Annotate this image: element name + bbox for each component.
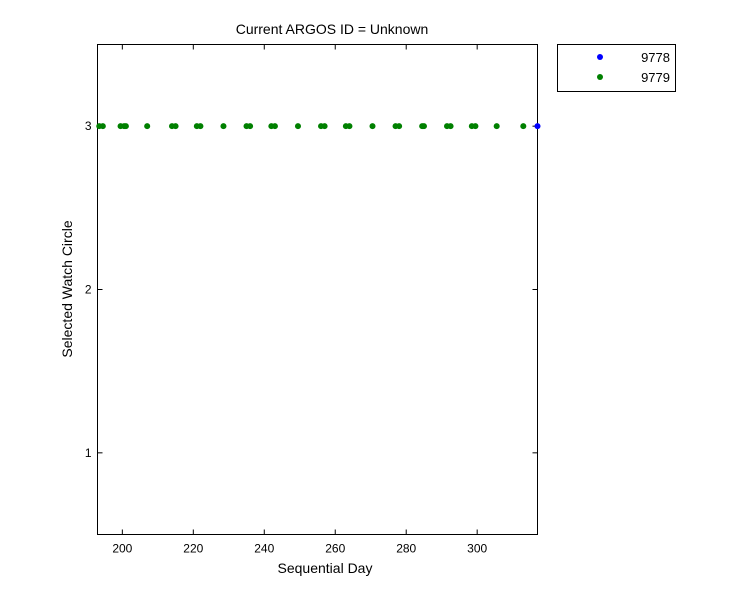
point-9779-4: [122, 123, 129, 130]
point-9779-15: [294, 123, 301, 130]
plot-area: [97, 44, 538, 535]
legend-marker-9779: [597, 74, 603, 80]
point-9779-30: [520, 123, 527, 130]
legend-label-9778: 9778: [641, 50, 670, 65]
point-9779-17: [321, 123, 328, 130]
point-9779-10: [220, 123, 227, 130]
point-9779-12: [247, 123, 254, 130]
x-axis-label: Sequential Day: [278, 560, 373, 576]
x-tick-label-200: 200: [112, 542, 132, 556]
legend-label-9779: 9779: [641, 70, 670, 85]
legend-box: [557, 44, 676, 92]
x-tick-label-220: 220: [183, 542, 203, 556]
point-9778-0: [534, 123, 541, 130]
point-9779-29: [493, 123, 500, 130]
point-9779-14: [271, 123, 278, 130]
legend-marker-9778: [597, 54, 603, 60]
point-9779-5: [144, 123, 151, 130]
point-9779-19: [346, 123, 353, 130]
y-tick-label-2: 2: [85, 283, 92, 297]
point-9779-28: [472, 123, 479, 130]
point-9779-22: [396, 123, 403, 130]
x-tick-label-240: 240: [254, 542, 274, 556]
point-9779-20: [369, 123, 376, 130]
point-9779-7: [172, 123, 179, 130]
y-axis-label: Selected Watch Circle: [59, 220, 75, 357]
x-tick-label-300: 300: [467, 542, 487, 556]
x-tick-label-280: 280: [396, 542, 416, 556]
data-points: [96, 123, 541, 130]
y-tick-label-1: 1: [85, 446, 92, 460]
point-9779-24: [420, 123, 427, 130]
point-9779-26: [447, 123, 454, 130]
point-9779-9: [197, 123, 204, 130]
chart-title: Current ARGOS ID = Unknown: [236, 21, 429, 37]
point-9779-1: [99, 123, 106, 130]
axis-tick-labels: 200 220 240 260 280 300 1 2 3: [85, 119, 488, 555]
y-tick-label-3: 3: [85, 119, 92, 133]
x-tick-label-260: 260: [325, 542, 345, 556]
legend: 9778 9779: [557, 44, 676, 92]
